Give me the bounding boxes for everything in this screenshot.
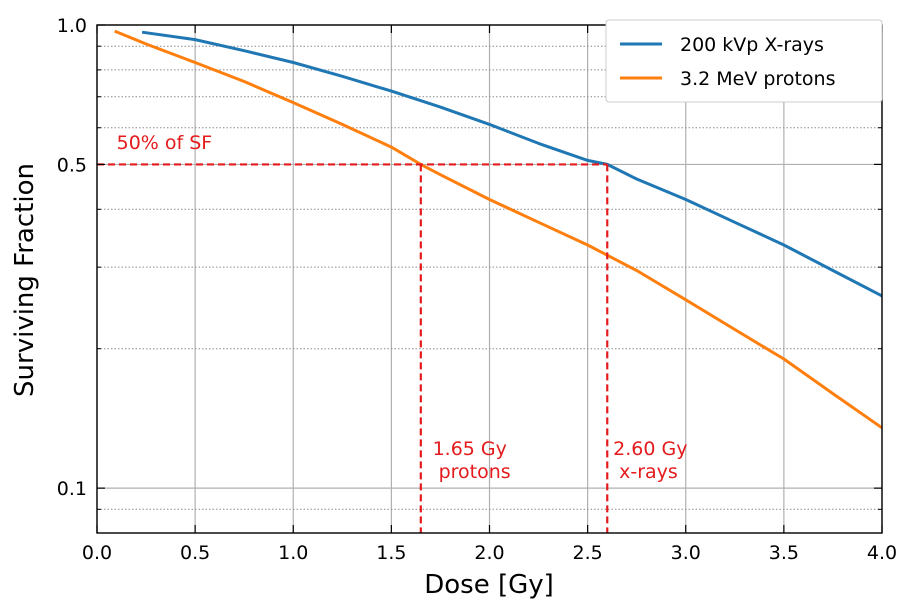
series-layer bbox=[114, 29, 883, 430]
annotation-line: 2.60 Gy bbox=[613, 438, 687, 460]
x-tick-label: 2.5 bbox=[573, 542, 603, 564]
y-tick-label: 0.5 bbox=[57, 154, 87, 176]
y-tick-label: 1.0 bbox=[57, 15, 87, 37]
legend-label-xrays: 200 kVp X-rays bbox=[680, 34, 824, 56]
annotation-text: 50% of SF bbox=[117, 132, 213, 154]
annotation-line: x-rays bbox=[619, 461, 678, 483]
y-tick-label: 0.1 bbox=[57, 478, 87, 500]
x-tick-label: 2.0 bbox=[474, 542, 504, 564]
legend-box bbox=[605, 19, 883, 103]
x-tick-label: 1.5 bbox=[376, 542, 406, 564]
x-tick-label: 3.0 bbox=[671, 542, 701, 564]
x-tick-label: 4.0 bbox=[867, 542, 897, 564]
legend: 200 kVp X-rays 3.2 MeV protons bbox=[605, 19, 883, 103]
series-line-0 bbox=[141, 30, 883, 298]
legend-label-protons: 3.2 MeV protons bbox=[680, 68, 835, 90]
axes-frame bbox=[96, 24, 883, 534]
annotation-line: protons bbox=[439, 461, 511, 483]
x-tick-label: 0.0 bbox=[82, 542, 112, 564]
annotation-line: 1.65 Gy bbox=[433, 438, 507, 460]
x-tick-label: 3.5 bbox=[769, 542, 799, 564]
x-axis-label: Dose [Gy] bbox=[424, 570, 554, 600]
series-line-1 bbox=[114, 29, 883, 430]
x-tick-label: 0.5 bbox=[180, 542, 210, 564]
reference-lines bbox=[97, 163, 609, 533]
axes-layer: 0.0 0.5 1.0 1.5 2.0 2.5 3.0 3.5 4.0 0.1 0.5 1.0 bbox=[57, 15, 897, 564]
x-tick-label: 1.0 bbox=[278, 542, 308, 564]
y-axis-label: Surviving Fraction bbox=[10, 163, 40, 397]
